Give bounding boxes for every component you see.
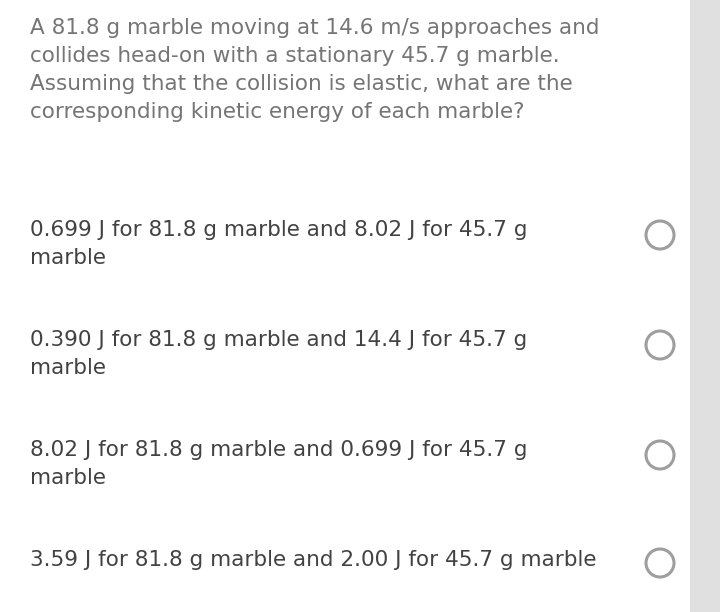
Bar: [690, 0, 720, 612]
Text: 8.02 J for 81.8 g marble and 0.699 J for 45.7 g
marble: 8.02 J for 81.8 g marble and 0.699 J for…: [30, 440, 528, 488]
Text: 0.699 J for 81.8 g marble and 8.02 J for 45.7 g
marble: 0.699 J for 81.8 g marble and 8.02 J for…: [30, 220, 528, 268]
Text: A 81.8 g marble moving at 14.6 m/s approaches and
collides head-on with a statio: A 81.8 g marble moving at 14.6 m/s appro…: [30, 18, 600, 122]
Text: 3.59 J for 81.8 g marble and 2.00 J for 45.7 g marble: 3.59 J for 81.8 g marble and 2.00 J for …: [30, 550, 596, 570]
Text: 0.390 J for 81.8 g marble and 14.4 J for 45.7 g
marble: 0.390 J for 81.8 g marble and 14.4 J for…: [30, 330, 527, 378]
